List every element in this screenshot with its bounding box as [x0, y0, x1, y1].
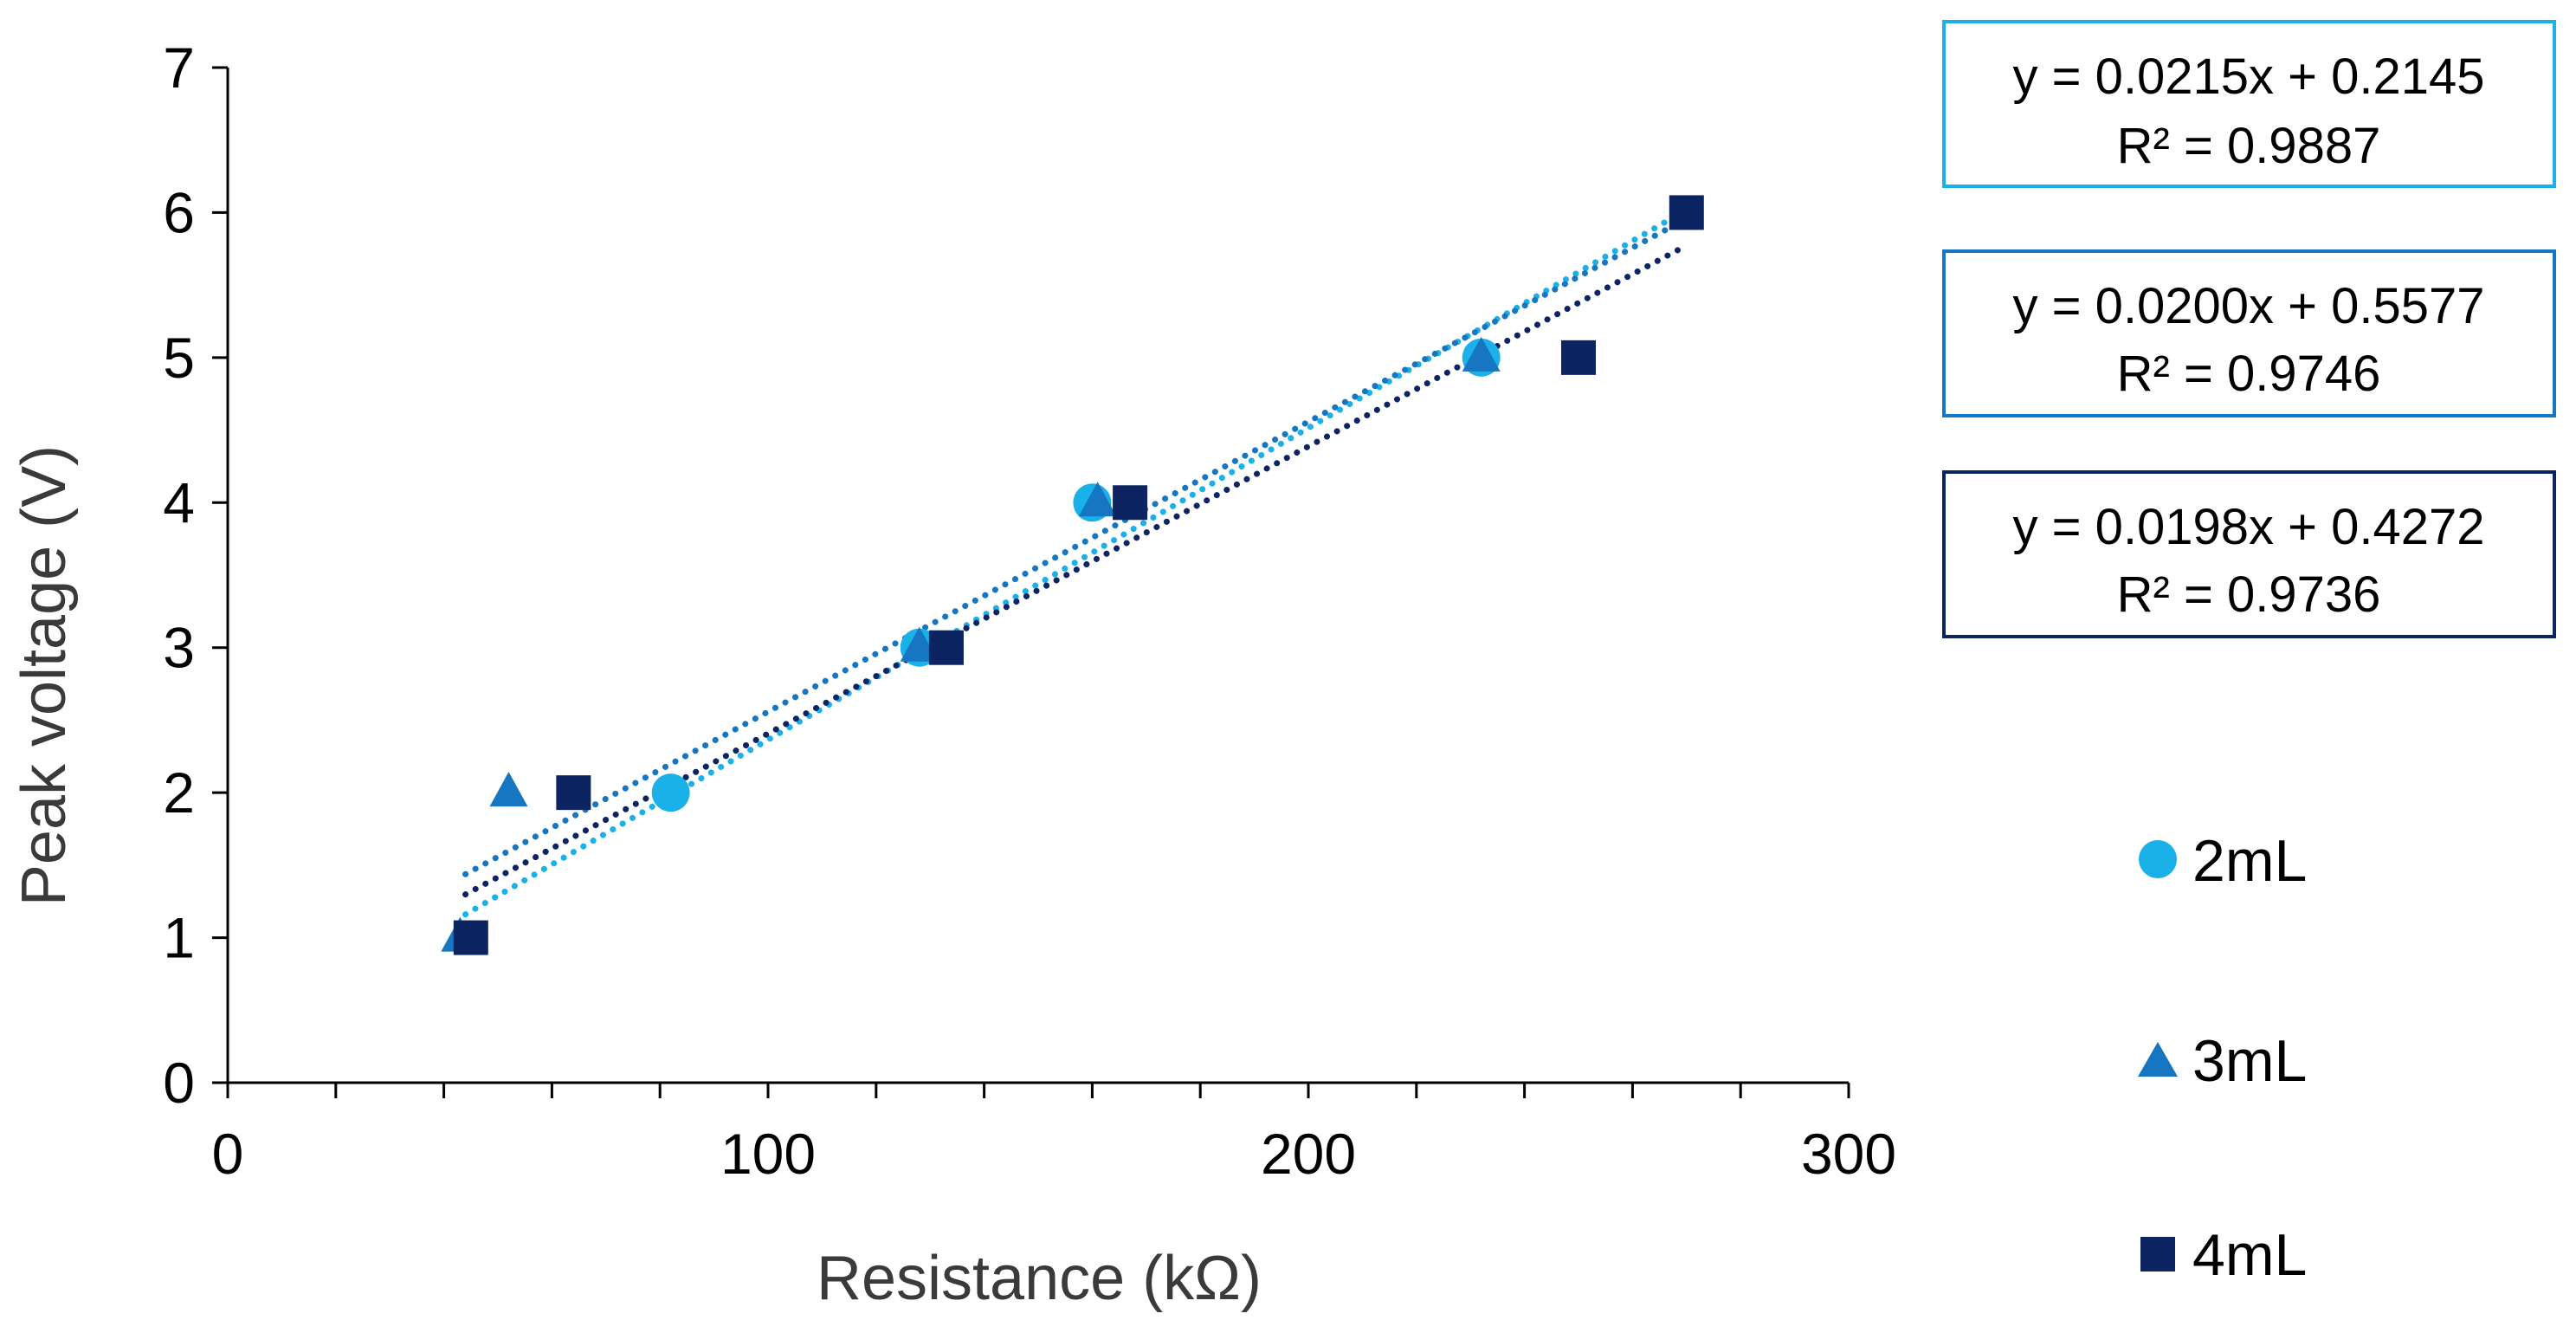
point-4ml	[1561, 340, 1596, 375]
legend-marker-3ml	[2138, 1042, 2178, 1077]
legend-marker-4ml	[2140, 1237, 2175, 1272]
y-tick-label: 3	[163, 616, 195, 680]
point-3ml	[1078, 482, 1117, 517]
equation-box-3ml: y = 0.0200x + 0.5577 R² = 0.9746	[1942, 249, 2556, 417]
y-tick-label: 5	[163, 326, 195, 390]
point-4ml	[1113, 485, 1148, 521]
axes: 0 1 2 3 4 5 6 7 0 100 200 300	[163, 36, 1896, 1186]
point-4ml	[453, 920, 488, 955]
point-3ml	[1462, 336, 1501, 372]
data-markers	[441, 195, 1704, 955]
y-tick-label: 7	[163, 36, 195, 100]
point-3ml	[900, 626, 939, 662]
r-squared-4ml: R² = 0.9736	[2117, 566, 2381, 623]
legend-label-3ml: 3mL	[2192, 1028, 2307, 1094]
equation-box-2ml: y = 0.0215x + 0.2145 R² = 0.9887	[1942, 20, 2556, 188]
x-tick-label: 0	[212, 1122, 244, 1186]
point-2ml	[651, 773, 690, 812]
y-tick-label: 2	[163, 760, 195, 825]
y-tick-label: 6	[163, 180, 195, 244]
legend-label-2ml: 2mL	[2192, 828, 2307, 894]
legend-marker-2ml	[2139, 840, 2177, 878]
point-4ml	[928, 630, 964, 665]
y-axis-title: Peak voltage (V)	[10, 445, 79, 906]
trendlines	[462, 206, 1690, 918]
point-3ml	[489, 772, 528, 807]
equation-box-3ml-frame	[1942, 249, 2556, 417]
y-tick-label: 4	[163, 470, 195, 534]
r-squared-3ml: R² = 0.9746	[2117, 346, 2381, 402]
y-tick-label: 0	[163, 1051, 195, 1115]
r-squared-2ml: R² = 0.9887	[2117, 118, 2381, 174]
equation-3ml: y = 0.0200x + 0.5577	[2013, 278, 2485, 334]
equation-box-4ml: y = 0.0198x + 0.4272 R² = 0.9736	[1942, 470, 2556, 638]
x-axis-title: Resistance (kΩ)	[817, 1244, 1262, 1313]
point-4ml	[556, 775, 591, 811]
point-4ml	[1669, 195, 1704, 230]
x-tick-label: 300	[1801, 1122, 1896, 1186]
equation-box-4ml-frame	[1942, 470, 2556, 638]
equation-box-2ml-frame	[1942, 20, 2556, 188]
equation-4ml: y = 0.0198x + 0.4272	[2013, 499, 2485, 555]
trendline-4ml	[462, 242, 1690, 898]
y-tick-label: 1	[163, 906, 195, 970]
legend-label-4ml: 4mL	[2192, 1222, 2307, 1288]
trendline-2ml	[462, 206, 1690, 918]
legend: 2mL 3mL 4mL	[2138, 828, 2307, 1288]
trendline-3ml	[462, 216, 1690, 877]
equation-2ml: y = 0.0215x + 0.2145	[2013, 49, 2485, 105]
x-tick-label: 100	[720, 1122, 816, 1186]
x-tick-label: 200	[1261, 1122, 1356, 1186]
